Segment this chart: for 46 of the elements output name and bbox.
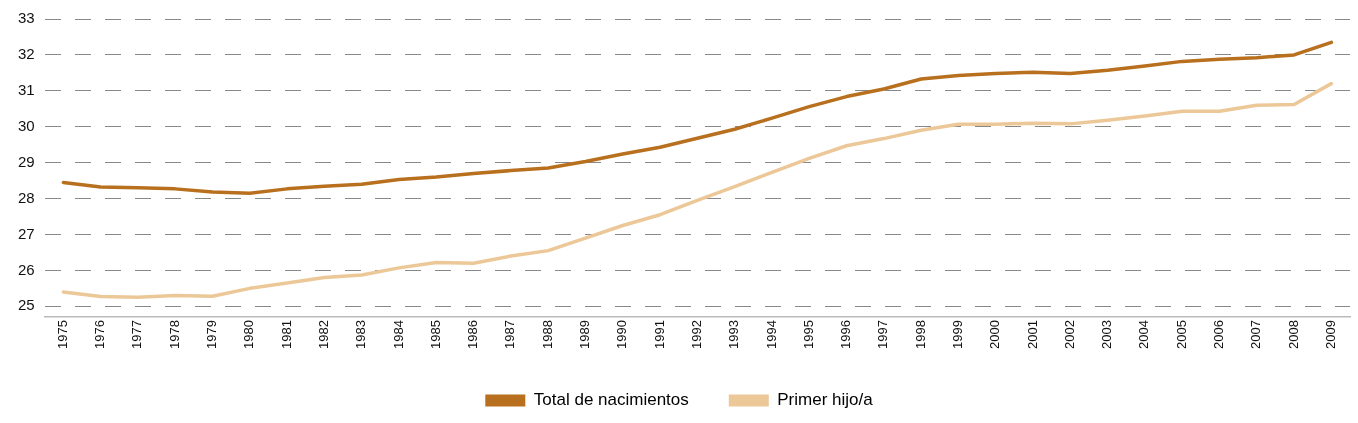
x-tick-label: 2007 xyxy=(1248,320,1264,349)
y-tick-label: 27 xyxy=(18,224,35,242)
x-tick-label: 1985 xyxy=(427,320,443,349)
x-tick-label: 1989 xyxy=(577,320,593,349)
y-tick-label: 31 xyxy=(18,80,35,98)
x-tick-label: 2005 xyxy=(1173,320,1189,349)
x-tick-label: 1988 xyxy=(539,320,555,349)
x-tick-label: 1980 xyxy=(241,320,257,349)
x-tick-label: 2008 xyxy=(1285,320,1301,349)
y-tick-label: 29 xyxy=(18,152,35,170)
x-tick-label: 1982 xyxy=(315,320,331,349)
x-tick-label: 1991 xyxy=(651,320,667,349)
x-tick-label: 2002 xyxy=(1061,320,1077,349)
x-tick-label: 1981 xyxy=(278,320,294,349)
x-tick-label: 2003 xyxy=(1099,320,1115,349)
x-tick-label: 1977 xyxy=(129,320,145,349)
legend-label: Total de nacimientos xyxy=(533,390,689,410)
x-tick-label: 1995 xyxy=(800,320,816,349)
legend-label: Primer hijo/a xyxy=(777,390,874,410)
x-tick-label: 1998 xyxy=(912,320,928,349)
y-tick-label: 26 xyxy=(18,260,35,278)
x-tick-label: 2004 xyxy=(1136,320,1152,349)
x-tick-label: 1983 xyxy=(353,320,369,349)
x-tick-label: 2000 xyxy=(987,320,1003,349)
x-tick-label: 1984 xyxy=(390,320,406,349)
x-tick-label: 2006 xyxy=(1211,320,1227,349)
x-tick-label: 1993 xyxy=(726,320,742,349)
x-tick-label: 1999 xyxy=(949,320,965,349)
y-tick-label: 25 xyxy=(18,296,35,314)
x-tick-label: 1996 xyxy=(838,320,854,349)
y-tick-label: 33 xyxy=(18,9,35,27)
x-tick-label: 1979 xyxy=(204,320,220,349)
x-tick-label: 1975 xyxy=(54,320,70,349)
x-tick-label: 1997 xyxy=(875,320,891,349)
y-tick-label: 32 xyxy=(18,45,35,63)
x-tick-label: 1990 xyxy=(614,320,630,349)
x-tick-label: 1986 xyxy=(465,320,481,349)
x-tick-label: 2009 xyxy=(1322,320,1338,349)
x-tick-label: 2001 xyxy=(1024,320,1040,349)
x-tick-label: 1987 xyxy=(502,320,518,349)
x-tick-label: 1992 xyxy=(688,320,704,349)
y-tick-label: 30 xyxy=(18,116,35,134)
x-tick-label: 1994 xyxy=(763,320,779,349)
y-tick-label: 28 xyxy=(18,188,35,206)
x-tick-label: 1976 xyxy=(92,320,108,349)
x-tick-label: 1978 xyxy=(166,320,182,349)
